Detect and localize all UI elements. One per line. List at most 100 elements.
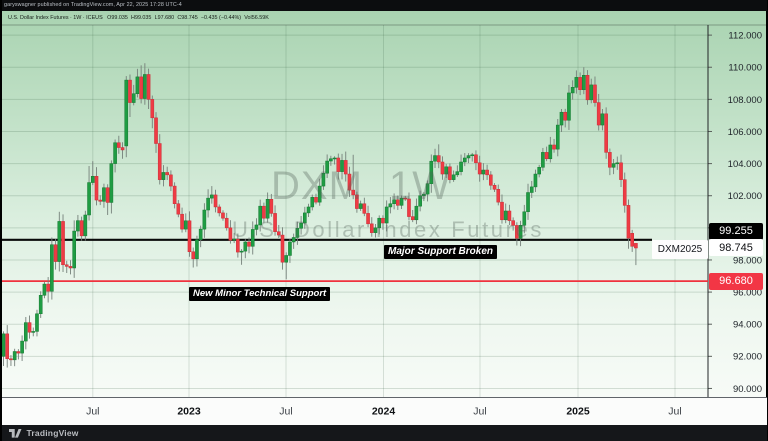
candle-down [180,213,184,230]
candle-up [462,157,467,163]
symbol-legend[interactable]: U.S. Dollar Index Futures · 1W · ICEUS O9… [8,13,272,23]
candle-up [325,160,329,174]
legend-part: H99.035 [131,14,152,21]
candle-up [414,205,419,221]
candle-down [68,266,73,269]
candle-up [582,75,586,90]
candle-up [12,351,17,361]
candle-down [247,241,251,247]
candle-down [630,233,634,247]
candle-down [46,283,50,292]
candle-up [57,221,62,262]
candle-up [288,241,292,256]
candle-up [131,93,136,103]
candle-down [79,220,84,237]
candle-up [124,79,129,147]
legend-part: L97.680 [154,14,175,21]
candle-up [332,157,337,160]
legend-part: C98.745 [177,14,198,21]
candle-up [243,241,248,252]
candle-up [459,161,463,172]
candle-down [217,206,222,214]
candle-down [500,201,504,221]
price-badge-last-price: 98.745 [709,239,763,257]
left-frame-edge [0,0,2,441]
annotation-major-support-broken[interactable]: Major Support Broken [384,244,498,259]
candle-up [615,162,620,165]
candle-up [600,113,605,126]
candle-down [150,99,155,119]
candle-up [589,84,594,101]
contract-name-label: DXM2025 [652,240,708,259]
price-tick-label: 94.000 [733,320,762,331]
candle-down [511,220,515,226]
time-axis-label: Jul [473,406,486,418]
candle-up [50,244,54,292]
price-tick-label: 102.000 [728,191,762,202]
candle-down [515,225,519,239]
candle-down [213,194,218,208]
candle-down [436,155,441,163]
candle-down [280,234,285,263]
candle-up [24,322,28,342]
tradingview-brand-text[interactable]: TradingView [26,428,79,438]
candle-down [608,152,612,168]
candle-up [559,111,564,126]
candle-up [232,238,236,241]
candle-up [358,203,363,209]
candle-up [135,76,140,94]
candle-down [507,210,512,221]
candle-up [399,197,404,206]
candle-down [619,162,623,180]
candle-down [120,147,125,151]
candle-down [477,162,482,175]
candle-up [20,340,24,354]
candle-up [384,206,389,224]
candle-up [455,171,460,176]
candle-down [146,74,151,100]
candle-down [381,217,385,224]
candle-up [567,92,571,121]
candle-up [611,163,616,168]
candle-down [273,213,277,232]
price-badge-major-support: 99.255 [709,222,763,240]
candle-up [102,187,106,202]
candle-down [343,160,348,175]
candle-down [347,173,352,191]
candle-down [187,220,192,253]
tradingview-logo-icon[interactable] [9,428,22,438]
candle-down [176,203,181,215]
time-axis-label: Jul [279,406,292,418]
candle-up [533,173,538,188]
time-axis-label: 2023 [177,406,201,418]
candle-up [377,217,382,229]
candle-up [258,205,262,226]
candle-up [310,197,315,208]
candle-down [593,84,597,103]
candle-up [321,172,326,187]
time-axis-label: 2024 [372,406,396,418]
legend-part: O99.035 [107,14,128,21]
price-tick-label: 92.000 [733,352,762,363]
candle-down [236,238,240,253]
annotation-new-minor-support[interactable]: New Minor Technical Support [189,286,331,301]
candle-up [83,214,88,237]
candle-up [433,155,437,162]
chart-background [1,11,766,397]
candle-down [485,169,489,176]
candle-down [336,157,341,172]
candle-down [585,75,590,101]
publish-info-bar: garyswagner published on TradingView.com… [0,0,768,11]
legend-part: −0.435 (−0.44%) [200,14,242,21]
time-axis-label: Jul [668,406,681,418]
candle-up [254,224,259,230]
candle-up [303,212,307,224]
right-frame-edge [766,0,768,441]
candle-up [466,155,471,159]
candle-up [161,172,166,180]
candle-down [53,244,58,262]
candle-down [410,216,415,221]
price-tick-label: 96.000 [733,287,762,298]
candle-up [143,74,147,99]
candle-up [526,192,530,213]
